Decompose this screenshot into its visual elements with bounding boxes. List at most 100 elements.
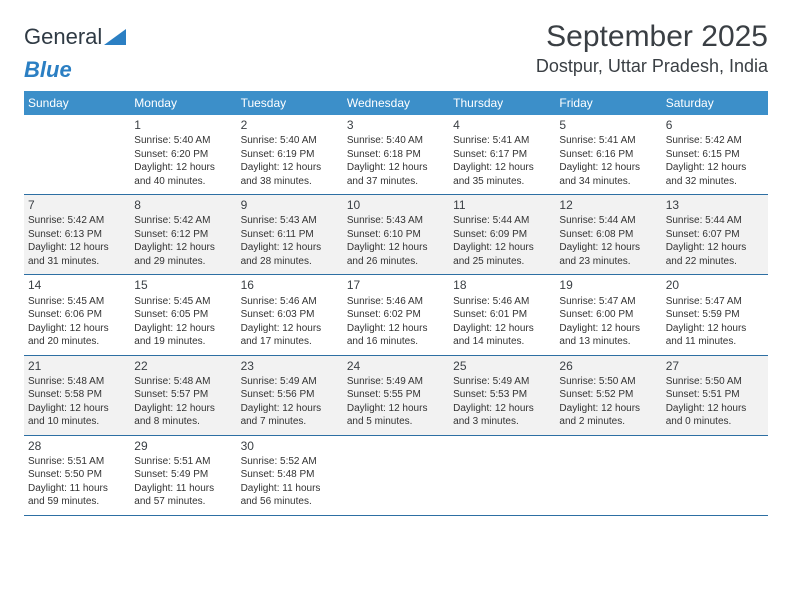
calendar-grid: Sunday Monday Tuesday Wednesday Thursday…: [24, 91, 768, 516]
sunset-text: Sunset: 5:48 PM: [241, 468, 339, 482]
logo: General: [24, 24, 126, 50]
day-number: 17: [347, 277, 445, 293]
sunset-text: Sunset: 5:50 PM: [28, 468, 126, 482]
sunset-text: Sunset: 6:08 PM: [559, 228, 657, 242]
day-cell: 28Sunrise: 5:51 AMSunset: 5:50 PMDayligh…: [24, 436, 130, 515]
sunrise-text: Sunrise: 5:42 AM: [28, 214, 126, 228]
day-cell: 1Sunrise: 5:40 AMSunset: 6:20 PMDaylight…: [130, 115, 236, 194]
day-number: 21: [28, 358, 126, 374]
day-number: 26: [559, 358, 657, 374]
sunrise-text: Sunrise: 5:43 AM: [241, 214, 339, 228]
week-row: 14Sunrise: 5:45 AMSunset: 6:06 PMDayligh…: [24, 275, 768, 355]
sunset-text: Sunset: 6:03 PM: [241, 308, 339, 322]
dow-friday: Friday: [555, 91, 661, 115]
day-cell: 13Sunrise: 5:44 AMSunset: 6:07 PMDayligh…: [662, 195, 768, 274]
day-cell: 19Sunrise: 5:47 AMSunset: 6:00 PMDayligh…: [555, 275, 661, 354]
daylight-text: Daylight: 12 hours and 10 minutes.: [28, 402, 126, 429]
day-cell: [449, 436, 555, 515]
day-cell: [555, 436, 661, 515]
sunset-text: Sunset: 5:51 PM: [666, 388, 764, 402]
day-number: 15: [134, 277, 232, 293]
dow-saturday: Saturday: [662, 91, 768, 115]
sunset-text: Sunset: 5:53 PM: [453, 388, 551, 402]
daylight-text: Daylight: 12 hours and 29 minutes.: [134, 241, 232, 268]
week-row: 28Sunrise: 5:51 AMSunset: 5:50 PMDayligh…: [24, 436, 768, 516]
daylight-text: Daylight: 12 hours and 22 minutes.: [666, 241, 764, 268]
daylight-text: Daylight: 12 hours and 8 minutes.: [134, 402, 232, 429]
day-cell: 11Sunrise: 5:44 AMSunset: 6:09 PMDayligh…: [449, 195, 555, 274]
day-cell: 29Sunrise: 5:51 AMSunset: 5:49 PMDayligh…: [130, 436, 236, 515]
sunset-text: Sunset: 6:19 PM: [241, 148, 339, 162]
daylight-text: Daylight: 12 hours and 7 minutes.: [241, 402, 339, 429]
day-number: 7: [28, 197, 126, 213]
day-number: 18: [453, 277, 551, 293]
sunset-text: Sunset: 6:13 PM: [28, 228, 126, 242]
day-cell: 17Sunrise: 5:46 AMSunset: 6:02 PMDayligh…: [343, 275, 449, 354]
sunset-text: Sunset: 5:57 PM: [134, 388, 232, 402]
day-cell: 26Sunrise: 5:50 AMSunset: 5:52 PMDayligh…: [555, 356, 661, 435]
day-cell: 23Sunrise: 5:49 AMSunset: 5:56 PMDayligh…: [237, 356, 343, 435]
sunrise-text: Sunrise: 5:43 AM: [347, 214, 445, 228]
day-cell: 2Sunrise: 5:40 AMSunset: 6:19 PMDaylight…: [237, 115, 343, 194]
sunset-text: Sunset: 6:15 PM: [666, 148, 764, 162]
day-cell: 25Sunrise: 5:49 AMSunset: 5:53 PMDayligh…: [449, 356, 555, 435]
dow-sunday: Sunday: [24, 91, 130, 115]
day-of-week-header: Sunday Monday Tuesday Wednesday Thursday…: [24, 91, 768, 115]
day-cell: 5Sunrise: 5:41 AMSunset: 6:16 PMDaylight…: [555, 115, 661, 194]
day-cell: 16Sunrise: 5:46 AMSunset: 6:03 PMDayligh…: [237, 275, 343, 354]
day-cell: 10Sunrise: 5:43 AMSunset: 6:10 PMDayligh…: [343, 195, 449, 274]
title-block: September 2025 Dostpur, Uttar Pradesh, I…: [536, 20, 768, 77]
sunrise-text: Sunrise: 5:48 AM: [28, 375, 126, 389]
sunrise-text: Sunrise: 5:49 AM: [241, 375, 339, 389]
sunset-text: Sunset: 6:07 PM: [666, 228, 764, 242]
day-cell: 12Sunrise: 5:44 AMSunset: 6:08 PMDayligh…: [555, 195, 661, 274]
sunrise-text: Sunrise: 5:42 AM: [666, 134, 764, 148]
sunrise-text: Sunrise: 5:52 AM: [241, 455, 339, 469]
day-cell: 18Sunrise: 5:46 AMSunset: 6:01 PMDayligh…: [449, 275, 555, 354]
day-cell: 30Sunrise: 5:52 AMSunset: 5:48 PMDayligh…: [237, 436, 343, 515]
sunrise-text: Sunrise: 5:50 AM: [559, 375, 657, 389]
day-number: 8: [134, 197, 232, 213]
day-number: 4: [453, 117, 551, 133]
sunset-text: Sunset: 6:01 PM: [453, 308, 551, 322]
sunrise-text: Sunrise: 5:40 AM: [347, 134, 445, 148]
sunset-text: Sunset: 6:11 PM: [241, 228, 339, 242]
sunrise-text: Sunrise: 5:49 AM: [453, 375, 551, 389]
daylight-text: Daylight: 12 hours and 23 minutes.: [559, 241, 657, 268]
sunrise-text: Sunrise: 5:49 AM: [347, 375, 445, 389]
day-cell: 7Sunrise: 5:42 AMSunset: 6:13 PMDaylight…: [24, 195, 130, 274]
logo-triangle-icon: [104, 29, 126, 45]
day-number: 19: [559, 277, 657, 293]
sunrise-text: Sunrise: 5:44 AM: [453, 214, 551, 228]
sunrise-text: Sunrise: 5:44 AM: [559, 214, 657, 228]
day-cell: 21Sunrise: 5:48 AMSunset: 5:58 PMDayligh…: [24, 356, 130, 435]
day-cell: 22Sunrise: 5:48 AMSunset: 5:57 PMDayligh…: [130, 356, 236, 435]
daylight-text: Daylight: 12 hours and 17 minutes.: [241, 322, 339, 349]
sunset-text: Sunset: 6:09 PM: [453, 228, 551, 242]
daylight-text: Daylight: 12 hours and 2 minutes.: [559, 402, 657, 429]
sunset-text: Sunset: 6:05 PM: [134, 308, 232, 322]
sunrise-text: Sunrise: 5:50 AM: [666, 375, 764, 389]
day-number: 6: [666, 117, 764, 133]
daylight-text: Daylight: 12 hours and 26 minutes.: [347, 241, 445, 268]
day-number: 1: [134, 117, 232, 133]
day-number: 23: [241, 358, 339, 374]
sunrise-text: Sunrise: 5:45 AM: [134, 295, 232, 309]
day-cell: 4Sunrise: 5:41 AMSunset: 6:17 PMDaylight…: [449, 115, 555, 194]
sunrise-text: Sunrise: 5:41 AM: [453, 134, 551, 148]
day-number: 12: [559, 197, 657, 213]
sunset-text: Sunset: 5:52 PM: [559, 388, 657, 402]
day-cell: 20Sunrise: 5:47 AMSunset: 5:59 PMDayligh…: [662, 275, 768, 354]
day-number: 20: [666, 277, 764, 293]
day-number: 2: [241, 117, 339, 133]
day-number: 11: [453, 197, 551, 213]
sunset-text: Sunset: 6:10 PM: [347, 228, 445, 242]
sunset-text: Sunset: 6:18 PM: [347, 148, 445, 162]
sunrise-text: Sunrise: 5:40 AM: [134, 134, 232, 148]
day-number: 16: [241, 277, 339, 293]
sunrise-text: Sunrise: 5:45 AM: [28, 295, 126, 309]
location-text: Dostpur, Uttar Pradesh, India: [536, 56, 768, 77]
week-row: 1Sunrise: 5:40 AMSunset: 6:20 PMDaylight…: [24, 115, 768, 195]
sunset-text: Sunset: 6:16 PM: [559, 148, 657, 162]
daylight-text: Daylight: 11 hours and 56 minutes.: [241, 482, 339, 509]
